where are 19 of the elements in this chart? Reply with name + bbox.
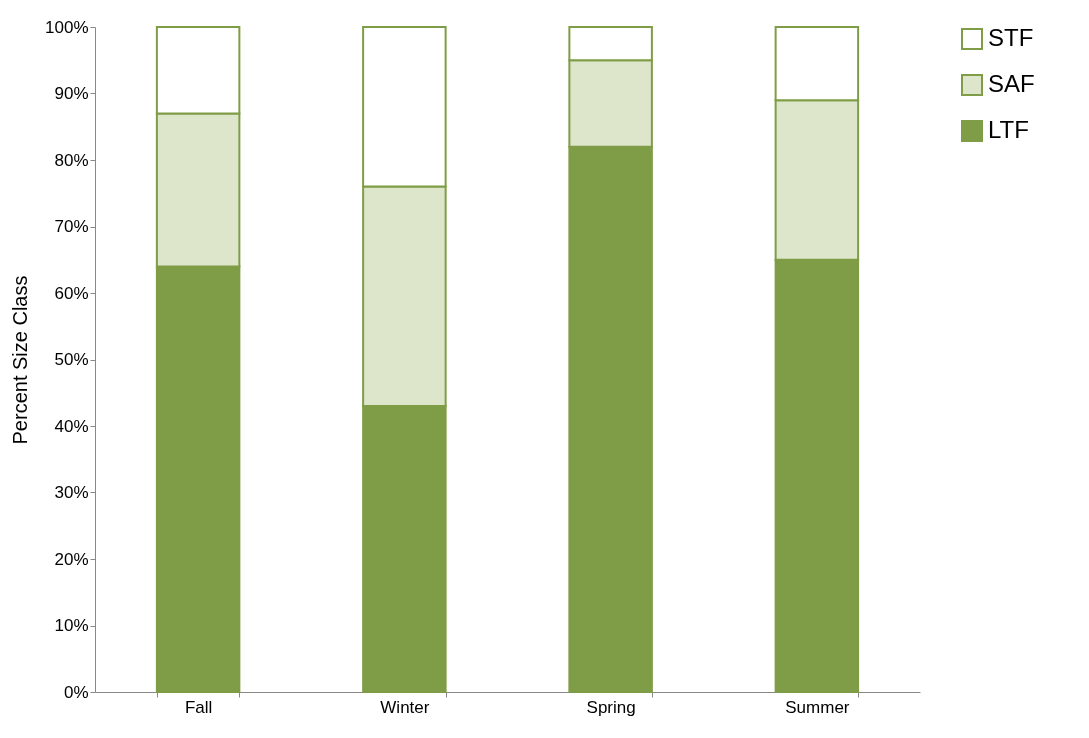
y-tick-label: 10% [54,616,89,635]
y-tick-label: 30% [54,483,89,502]
x-tick-label: Winter [380,697,430,717]
y-tick-label: 70% [54,217,89,236]
y-tick-label: 40% [54,416,89,436]
y-tick-label: 60% [54,283,89,303]
x-tick-label: Fall [184,697,213,717]
y-tick-label: 80% [54,150,89,170]
y-tick-label: 0% [63,682,89,702]
legend-label: LTF [988,116,1029,143]
legend-label: STF [988,24,1034,51]
y-axis-title: Percent Size Class [9,275,32,445]
y-tick-label: 100% [45,17,89,37]
y-tick-label: 50% [54,350,89,369]
legend-label: SAF [988,70,1035,97]
y-tick-label: 20% [54,549,89,569]
y-tick-label: 90% [54,84,89,103]
x-tick-label: Summer [785,697,850,717]
x-tick-label: Spring [586,697,636,717]
